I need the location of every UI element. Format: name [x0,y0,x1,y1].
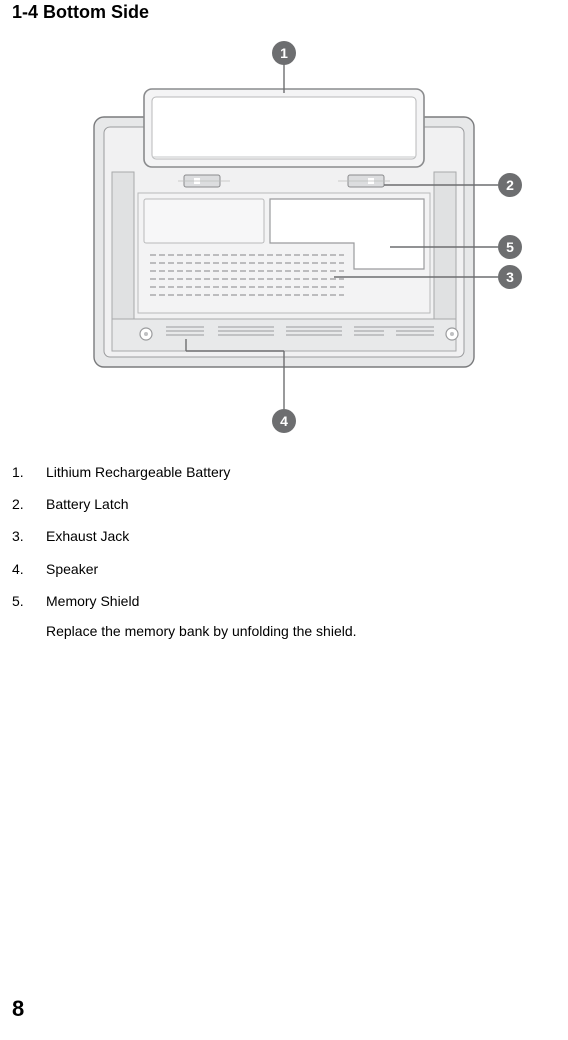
callout-1: 1 [280,45,288,61]
list-label: Battery Latch [46,495,556,513]
list-number: 3. [12,527,46,545]
list-item: 2. Battery Latch [12,495,556,513]
list-label: Exhaust Jack [46,527,556,545]
list-number: 2. [12,495,46,513]
callout-2: 2 [506,177,514,193]
list-label: Lithium Rechargeable Battery [46,463,556,481]
callout-3: 3 [506,269,514,285]
callout-4: 4 [280,413,288,429]
list-number: 5. [12,592,46,610]
list-number: 1. [12,463,46,481]
list-label: Memory Shield [46,592,556,610]
callout-5: 5 [506,239,514,255]
bottom-side-diagram: 1 2 3 4 5 [34,37,534,437]
diagram-container: 1 2 3 4 5 [12,37,556,437]
page-number: 8 [12,996,24,1022]
list-number: 4. [12,560,46,578]
parts-list: 1. Lithium Rechargeable Battery 2. Batte… [12,463,556,640]
section-title: 1-4 Bottom Side [12,0,556,23]
list-item: 5. Memory Shield [12,592,556,610]
list-item: 1. Lithium Rechargeable Battery [12,463,556,481]
list-note: Replace the memory bank by unfolding the… [46,622,556,640]
list-item: 3. Exhaust Jack [12,527,556,545]
list-label: Speaker [46,560,556,578]
list-item: 4. Speaker [12,560,556,578]
